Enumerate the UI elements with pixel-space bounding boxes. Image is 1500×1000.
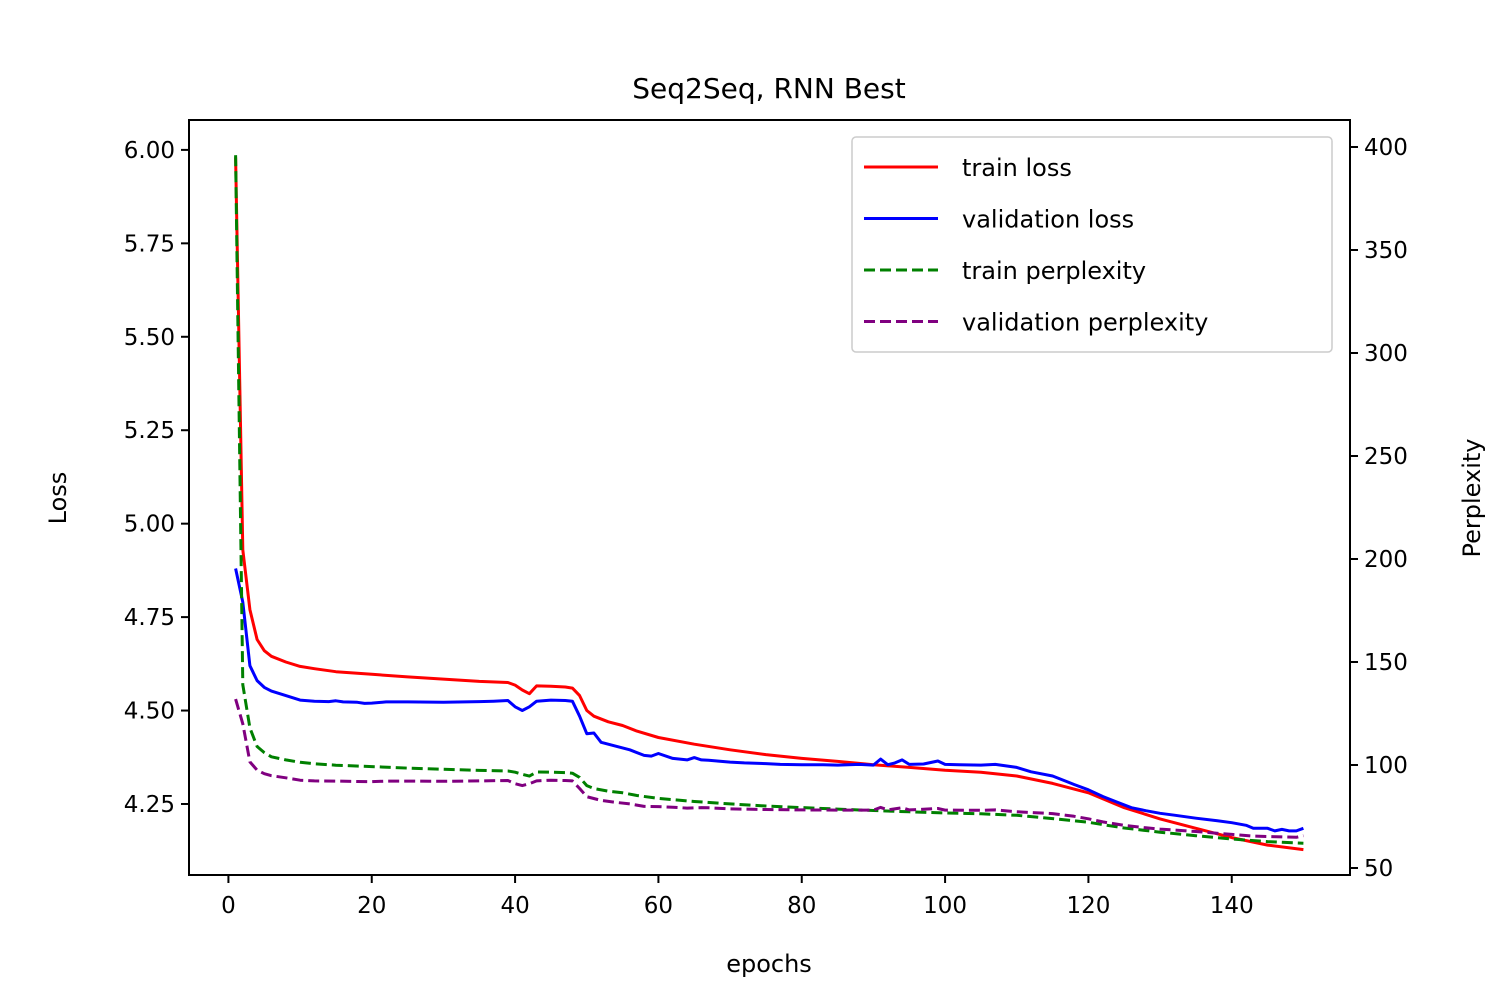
- y-axis-label-left: Loss: [44, 472, 72, 525]
- y-tick-label-right: 350: [1364, 238, 1408, 264]
- y-tick-label-left: 4.25: [124, 792, 175, 818]
- legend-label: validation perplexity: [962, 309, 1208, 337]
- chart-title: Seq2Seq, RNN Best: [632, 72, 905, 105]
- y-tick-label-left: 5.00: [124, 512, 175, 538]
- y-tick-label-right: 150: [1364, 650, 1408, 676]
- y-tick-label-left: 6.00: [124, 138, 175, 164]
- x-axis: 0 20 40 60 80 100 120 140: [221, 875, 1254, 919]
- legend-label: validation loss: [962, 206, 1134, 234]
- series-line-validation-loss: [234, 568, 1304, 833]
- y-tick-label-right: 200: [1364, 547, 1408, 573]
- x-tick-label: 20: [357, 893, 386, 919]
- y-tick-label-left: 5.50: [124, 325, 175, 351]
- y-tick-label-right: 50: [1364, 856, 1393, 882]
- x-tick-label: 60: [644, 893, 673, 919]
- x-tick-label: 0: [221, 893, 236, 919]
- series-line-train-loss: [234, 157, 1304, 852]
- y-tick-label-right: 250: [1364, 444, 1408, 470]
- legend-label: train loss: [962, 154, 1072, 182]
- y-axis-right: 50 100 150 200 250 300 350 400: [1350, 135, 1408, 882]
- y-tick-label-right: 400: [1364, 135, 1408, 161]
- legend-box: [851, 136, 1333, 353]
- y-tick-label-left: 5.25: [124, 418, 175, 444]
- y-tick-label-left: 4.75: [124, 605, 175, 631]
- y-tick-label-left: 4.50: [124, 699, 175, 725]
- series-line-validation-perplexity: [234, 698, 1304, 839]
- y-tick-label-right: 100: [1364, 753, 1408, 779]
- y-tick-label-right: 300: [1364, 341, 1408, 367]
- y-tick-label-left: 5.75: [124, 231, 175, 257]
- y-axis-label-right: Perplexity: [1458, 439, 1486, 558]
- y-axis-left: 4.25 4.50 4.75 5.00 5.25 5.50 5.75 6.00: [124, 138, 189, 818]
- x-tick-label: 140: [1210, 893, 1254, 919]
- x-tick-label: 80: [787, 893, 816, 919]
- x-tick-label: 40: [500, 893, 529, 919]
- x-tick-label: 100: [923, 893, 967, 919]
- x-axis-label: epochs: [726, 950, 812, 978]
- legend-label: train perplexity: [962, 257, 1146, 285]
- plot-frame: [188, 119, 1351, 876]
- series-line-train-perplexity: [234, 155, 1304, 845]
- series-layer: [234, 155, 1304, 852]
- x-tick-label: 120: [1066, 893, 1110, 919]
- legend: train loss validation loss train perplexit…: [851, 136, 1333, 353]
